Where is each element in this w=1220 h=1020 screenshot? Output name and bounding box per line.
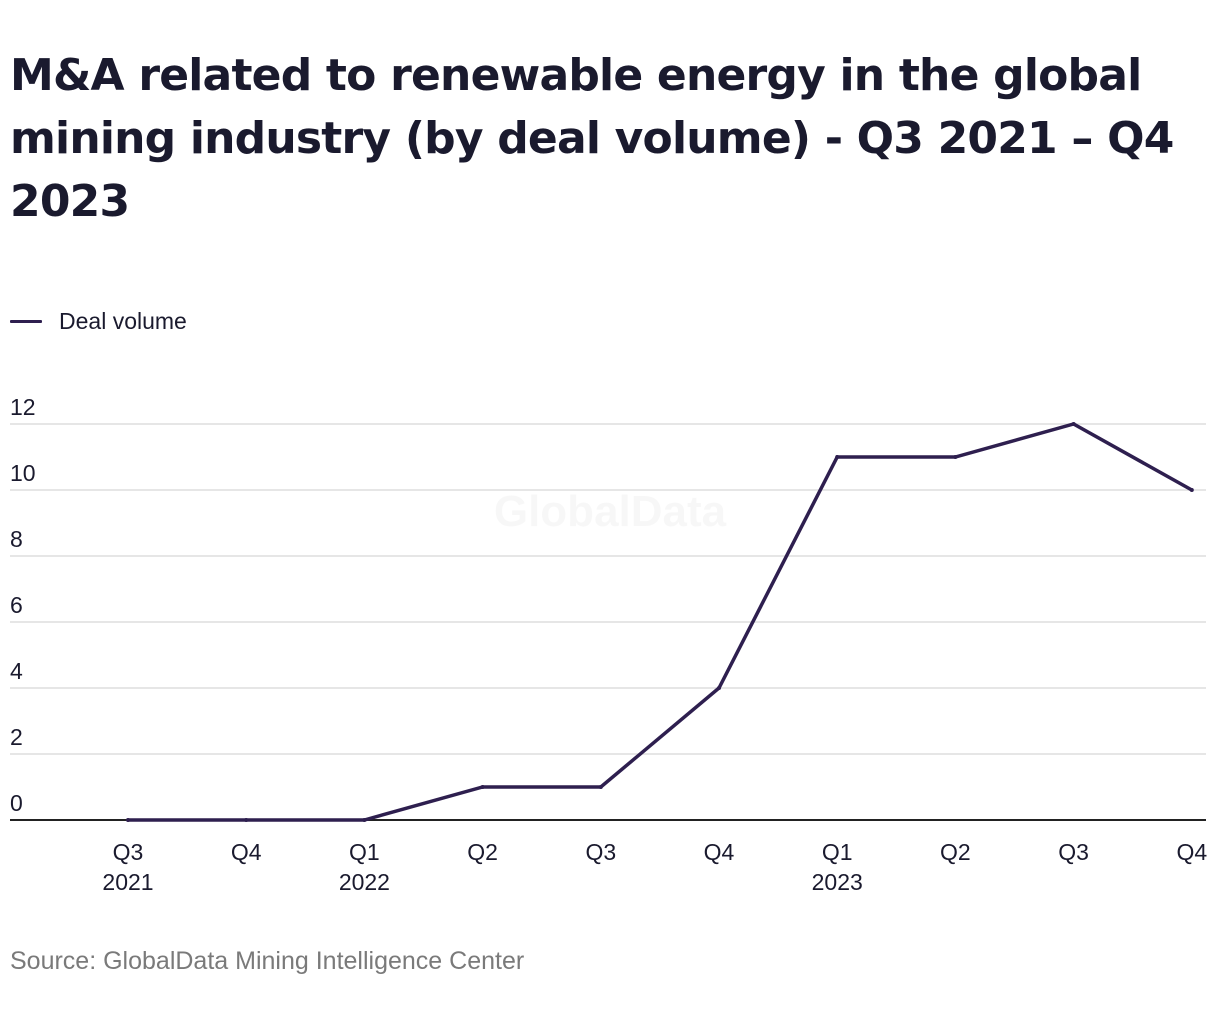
watermark-text: GlobalData <box>494 487 727 536</box>
x-tick-label: Q1 <box>349 839 380 865</box>
x-tick-label: Q2 <box>467 839 498 865</box>
legend-label-deal-volume: Deal volume <box>59 307 187 334</box>
y-tick-label: 6 <box>10 592 23 618</box>
chart-title: M&A related to renewable energy in the g… <box>10 50 1174 227</box>
source-note: Source: GlobalData Mining Intelligence C… <box>10 947 525 975</box>
y-tick-label: 12 <box>10 394 36 420</box>
data-point <box>717 686 721 690</box>
data-point <box>244 818 249 822</box>
x-tick-year-label: 2023 <box>812 869 863 895</box>
y-axis-ticks: 0 2 4 6 8 10 12 <box>10 394 36 816</box>
x-tick-label: Q4 <box>704 839 735 865</box>
x-axis-ticks: Q3 2021 Q4 Q1 2022 Q2 Q3 Q4 Q1 2023 Q2 Q3 Q4 <box>102 839 1207 895</box>
legend: Deal volume <box>10 306 187 336</box>
data-point <box>1071 422 1076 426</box>
y-tick-label: 0 <box>10 790 23 816</box>
x-tick-label: Q2 <box>940 839 971 865</box>
y-tick-label: 4 <box>10 658 23 684</box>
x-tick-year-label: 2021 <box>102 869 153 895</box>
data-point <box>480 785 485 789</box>
x-tick-label: Q4 <box>1176 839 1207 865</box>
x-tick-label: Q1 <box>822 839 853 865</box>
y-tick-label: 2 <box>10 724 23 750</box>
x-tick-label: Q3 <box>1058 839 1089 865</box>
x-tick-label: Q4 <box>231 839 262 865</box>
legend-line-swatch <box>10 319 42 323</box>
data-point <box>126 818 130 822</box>
x-tick-label: Q3 <box>113 839 144 865</box>
data-point <box>953 455 958 459</box>
y-tick-label: 8 <box>10 526 23 552</box>
y-tick-label: 10 <box>10 460 36 486</box>
x-tick-year-label: 2022 <box>339 869 390 895</box>
series-line-deal-volume <box>128 422 1193 822</box>
series-deal-volume <box>126 422 1194 822</box>
data-point <box>1189 488 1194 492</box>
data-point <box>362 818 367 822</box>
data-point <box>598 785 603 789</box>
x-tick-label: Q3 <box>585 839 616 865</box>
gridlines <box>10 423 1206 821</box>
data-point <box>835 455 840 459</box>
